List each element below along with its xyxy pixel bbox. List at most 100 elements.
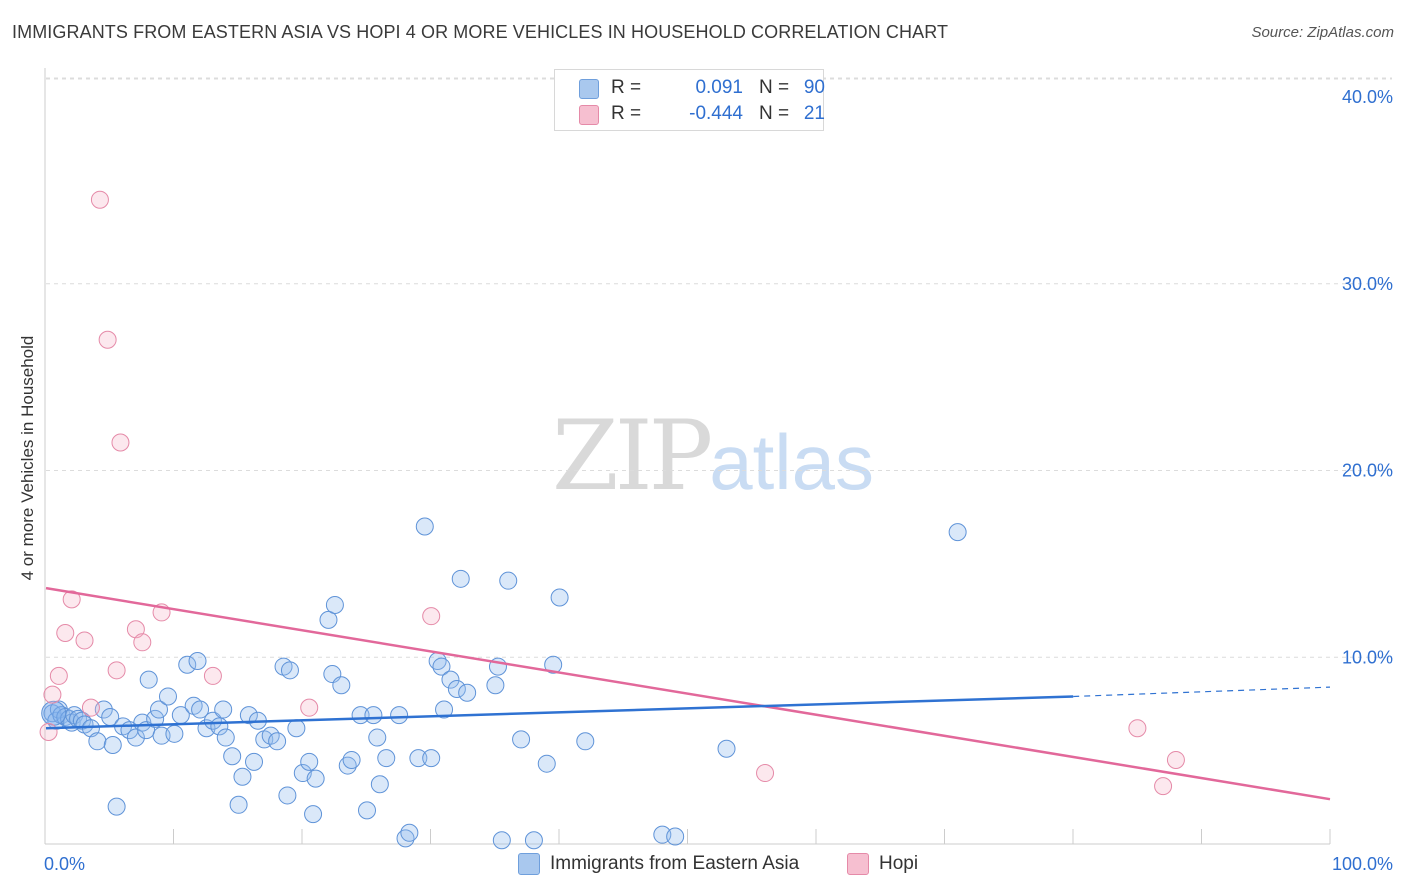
point-eastern-asia [216, 728, 235, 747]
point-eastern-asia [332, 676, 351, 695]
point-eastern-asia [319, 610, 338, 629]
point-eastern-asia [268, 732, 287, 751]
point-hopi [1154, 777, 1173, 796]
point-eastern-asia [486, 676, 505, 695]
point-eastern-asia [377, 749, 396, 768]
y-tick-label: 10.0% [1342, 647, 1393, 667]
point-hopi [43, 685, 62, 704]
point-eastern-asia [178, 655, 197, 674]
point-eastern-asia [126, 728, 145, 747]
point-eastern-asia [451, 569, 470, 588]
point-hopi [49, 666, 68, 685]
point-eastern-asia [409, 749, 428, 768]
point-eastern-asia [325, 595, 344, 614]
chart-title: IMMIGRANTS FROM EASTERN ASIA VS HOPI 4 O… [12, 22, 949, 42]
legend-r-label: R = [611, 103, 642, 124]
point-eastern-asia [280, 661, 299, 680]
y-tick-label: 20.0% [1342, 461, 1393, 481]
series-hopi-points [39, 190, 1185, 796]
point-hopi [62, 590, 81, 609]
point-eastern-asia [435, 700, 454, 719]
point-eastern-asia [88, 732, 107, 751]
point-hopi [81, 698, 100, 717]
bottom-legend-swatch-eastern-asia [518, 853, 540, 875]
point-eastern-asia [400, 823, 419, 842]
point-hopi [1128, 719, 1147, 738]
point-eastern-asia [576, 732, 595, 751]
legend-swatch-hopi [579, 105, 599, 125]
legend-n-label: N = [759, 103, 790, 124]
legend-r-label: R = [611, 77, 642, 98]
point-hopi [39, 722, 58, 741]
point-eastern-asia [214, 700, 233, 719]
point-eastern-asia [537, 754, 556, 773]
point-hopi [422, 607, 441, 626]
point-eastern-asia [447, 679, 466, 698]
point-hopi [126, 620, 145, 639]
bottom-legend-swatch-hopi [847, 853, 869, 875]
point-eastern-asia [342, 750, 361, 769]
point-eastern-asia [158, 687, 177, 706]
point-eastern-asia [229, 795, 248, 814]
y-axis-label: 4 or more Vehicles in Household [18, 335, 37, 581]
point-eastern-asia [524, 831, 543, 850]
point-eastern-asia [233, 767, 252, 786]
y-tick-label: 30.0% [1342, 274, 1393, 294]
point-eastern-asia [300, 752, 319, 771]
trend-line-hopi [45, 586, 1331, 801]
point-eastern-asia [287, 719, 306, 738]
point-hopi [300, 698, 319, 717]
series-eastern-asia-points [41, 517, 967, 850]
point-eastern-asia [458, 683, 477, 702]
x-tick-label: 100.0% [1332, 854, 1393, 874]
point-eastern-asia [306, 769, 325, 788]
point-eastern-asia [512, 730, 531, 749]
legend-swatch-eastern-asia [579, 79, 599, 99]
trend-lines [45, 586, 1331, 801]
point-hopi [756, 764, 775, 783]
point-hopi [56, 623, 75, 642]
point-eastern-asia [364, 706, 383, 725]
point-eastern-asia [368, 728, 387, 747]
bottom-legend-label: Immigrants from Eastern Asia [550, 853, 800, 874]
axes [44, 68, 1331, 845]
point-eastern-asia [415, 517, 434, 536]
point-eastern-asia [390, 706, 409, 725]
point-eastern-asia [188, 651, 207, 670]
point-eastern-asia [223, 747, 242, 766]
point-hopi [203, 666, 222, 685]
point-eastern-asia [191, 700, 210, 719]
point-eastern-asia [717, 739, 736, 758]
point-eastern-asia [432, 657, 451, 676]
legend-n-value: 21 [803, 103, 825, 124]
point-hopi [98, 330, 117, 349]
trend-line-eastern-asia-extension [1073, 686, 1331, 698]
point-hopi [1166, 750, 1185, 769]
y-tick-label: 40.0% [1342, 87, 1393, 107]
point-eastern-asia [304, 805, 323, 824]
point-eastern-asia [165, 724, 184, 743]
point-eastern-asia [146, 709, 165, 728]
point-hopi [107, 661, 126, 680]
point-eastern-asia [422, 749, 441, 768]
trend-line-eastern-asia [45, 695, 1074, 730]
point-eastern-asia [441, 670, 460, 689]
point-eastern-asia [103, 736, 122, 755]
point-hopi [90, 190, 109, 209]
grid-lines [46, 77, 1392, 658]
point-eastern-asia [948, 523, 967, 542]
point-eastern-asia-cluster [41, 700, 67, 726]
legend-r-value: 0.091 [695, 77, 743, 98]
legend-n-label: N = [759, 77, 790, 98]
point-hopi [111, 433, 130, 452]
tick-labels: 10.0% 20.0% 30.0% 40.0% 0.0% 100.0% [44, 87, 1393, 874]
point-eastern-asia [239, 706, 258, 725]
point-eastern-asia [149, 700, 168, 719]
point-eastern-asia [107, 797, 126, 816]
point-eastern-asia [544, 655, 563, 674]
point-eastern-asia [245, 752, 264, 771]
point-hopi [133, 633, 152, 652]
point-eastern-asia [499, 571, 518, 590]
x-tick-label: 0.0% [44, 854, 85, 874]
